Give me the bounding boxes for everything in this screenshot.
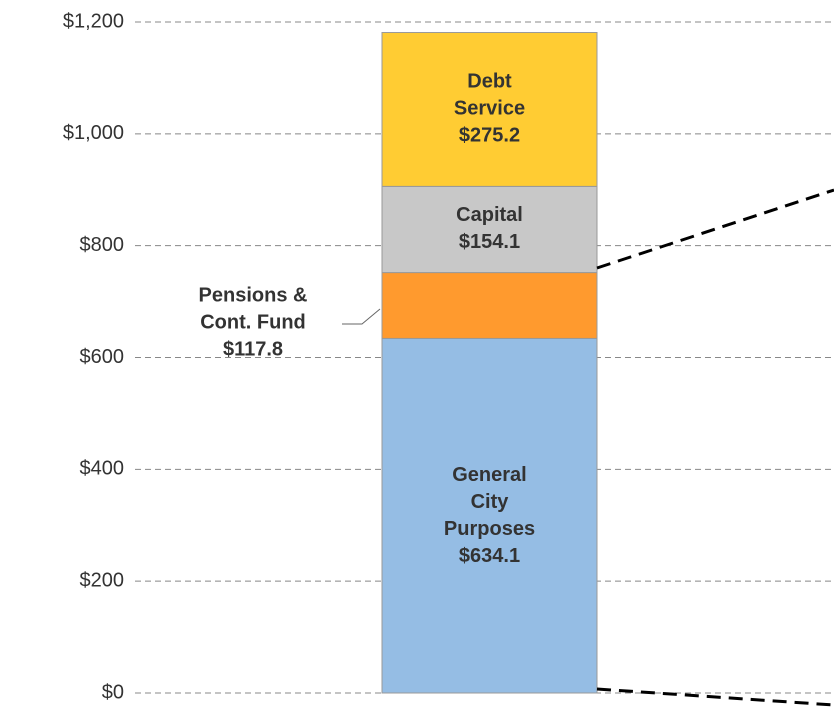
- y-tick-label: $1,200: [63, 10, 124, 32]
- y-tick-label: $1,000: [63, 122, 124, 144]
- y-tick-label: $600: [80, 346, 125, 368]
- y-tick-label: $0: [102, 681, 124, 703]
- y-tick-label: $400: [80, 458, 125, 480]
- callout-line: [596, 188, 834, 270]
- bar-segment: [381, 272, 598, 339]
- segment-value: $117.8: [222, 338, 284, 361]
- segment-name: Debt Service: [453, 70, 526, 120]
- bar-segment: [381, 32, 598, 187]
- segment-value: $275.2: [458, 124, 521, 147]
- segment-name: Capital: [456, 204, 523, 227]
- segment-label: Capital $154.1: [435, 202, 545, 256]
- bar-segment: [381, 337, 598, 694]
- segment-value: $634.1: [458, 544, 521, 567]
- leader-line: [342, 308, 381, 325]
- y-tick-label: $200: [80, 569, 125, 591]
- segment-value: $154.1: [458, 231, 521, 254]
- segment-name: Pensions & Cont. Fund: [198, 284, 308, 334]
- segment-label: General City Purposes $634.1: [435, 462, 545, 570]
- bar-segment: [381, 185, 598, 274]
- y-tick-label: $800: [80, 234, 125, 256]
- segment-label: Debt Service $275.2: [435, 69, 545, 150]
- callout-line: [596, 687, 834, 707]
- segment-name: General City Purposes: [443, 463, 536, 540]
- segment-label: Pensions & Cont. Fund $117.8: [178, 283, 328, 364]
